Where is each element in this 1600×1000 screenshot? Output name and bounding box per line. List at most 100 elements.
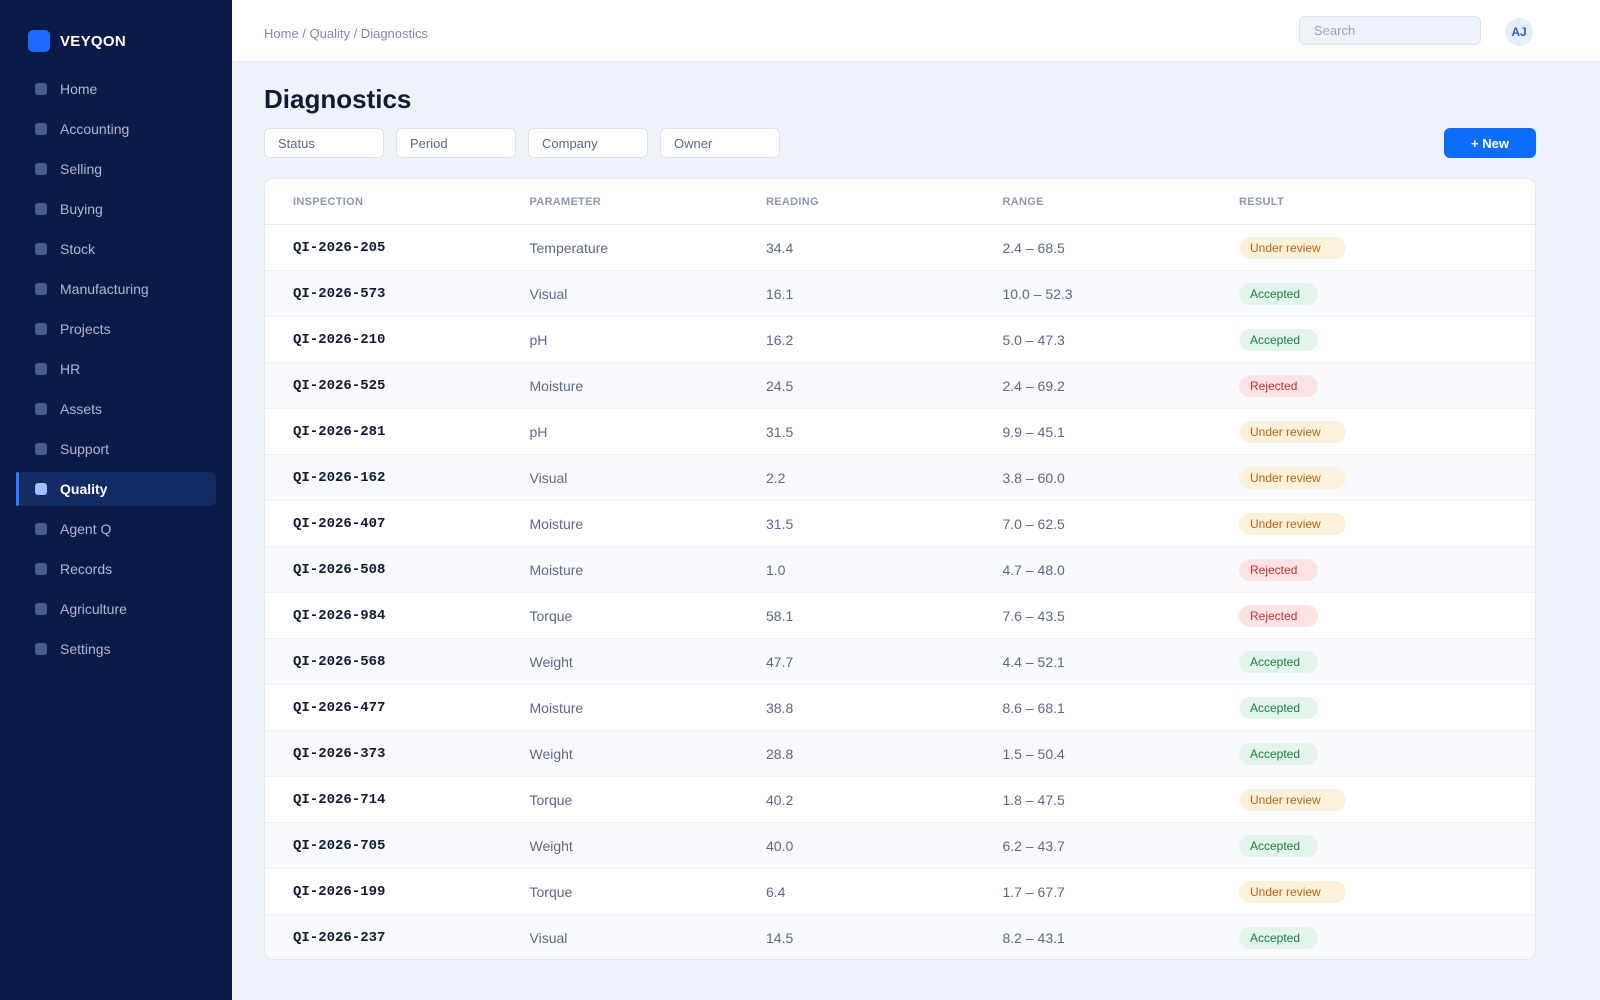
cell-inspection-id[interactable]: QI-2026-281 [293,423,386,440]
status-badge: Under review [1239,512,1346,535]
cell-inspection-id[interactable]: QI-2026-705 [293,837,386,854]
sidebar: VEYQON Home Accounting Selling Buying St… [0,0,232,1000]
sidebar-item-quality[interactable]: Quality [16,472,216,506]
table-row[interactable]: QI-2026-568 Weight 47.7 4.4 – 52.1 Accepted [265,639,1535,685]
sidebar-item-home[interactable]: Home [16,72,216,106]
cell-inspection-id[interactable]: QI-2026-714 [293,791,386,808]
status-badge: Rejected [1239,374,1318,397]
avatar[interactable]: AJ [1505,18,1533,46]
cell-inspection-id[interactable]: QI-2026-525 [293,377,386,394]
sidebar-item-label: Manufacturing [60,281,149,297]
sidebar-nav: Home Accounting Selling Buying Stock Man… [16,72,216,672]
settings-icon [35,643,47,655]
cell-inspection-id[interactable]: QI-2026-573 [293,285,386,302]
table-row[interactable]: QI-2026-199 Torque 6.4 1.7 – 67.7 Under revi… [265,869,1535,915]
cell-inspection-id[interactable]: QI-2026-407 [293,515,386,532]
filter-period[interactable]: Period [396,128,516,158]
column-header-range[interactable]: RANGE [1002,195,1044,208]
cell-reading: 14.5 [766,929,794,946]
sidebar-item-stock[interactable]: Stock [16,232,216,266]
hr-icon [35,363,47,375]
sidebar-item-selling[interactable]: Selling [16,152,216,186]
sidebar-item-accounting[interactable]: Accounting [16,112,216,146]
selling-icon [35,163,47,175]
table-header: INSPECTION PARAMETER READING RANGE RESUL… [265,179,1535,225]
filter-company[interactable]: Company [528,128,648,158]
cell-range: 4.4 – 52.1 [1002,653,1065,670]
status-badge: Rejected [1239,558,1318,581]
new-button[interactable]: + New [1444,128,1536,158]
cell-result: Accepted [1239,328,1476,351]
cell-range: 1.7 – 67.7 [1002,883,1065,900]
cell-range: 2.4 – 69.2 [1002,377,1065,394]
table-row[interactable]: QI-2026-373 Weight 28.8 1.5 – 50.4 Accepted [265,731,1535,777]
cell-inspection-id[interactable]: QI-2026-984 [293,607,386,624]
cell-reading: 24.5 [766,377,794,394]
table-row[interactable]: QI-2026-281 pH 31.5 9.9 – 45.1 Under review [265,409,1535,455]
filter-owner[interactable]: Owner [660,128,780,158]
status-badge: Accepted [1239,696,1318,719]
cell-inspection-id[interactable]: QI-2026-210 [293,331,386,348]
table-row[interactable]: QI-2026-210 pH 16.2 5.0 – 47.3 Accepted [265,317,1535,363]
sidebar-item-records[interactable]: Records [16,552,216,586]
table-row[interactable]: QI-2026-573 Visual 16.1 10.0 – 52.3 Accepted [265,271,1535,317]
cell-inspection-id[interactable]: QI-2026-373 [293,745,386,762]
search-input[interactable] [1299,16,1481,45]
table-row[interactable]: QI-2026-525 Moisture 24.5 2.4 – 69.2 Rejecte… [265,363,1535,409]
brand[interactable]: VEYQON [28,30,126,52]
table-row[interactable]: QI-2026-705 Weight 40.0 6.2 – 43.7 Accepted [265,823,1535,869]
cell-range: 8.6 – 68.1 [1002,699,1065,716]
table-row[interactable]: QI-2026-508 Moisture 1.0 4.7 – 48.0 Rejected [265,547,1535,593]
stock-icon [35,243,47,255]
sidebar-item-hr[interactable]: HR [16,352,216,386]
table-row[interactable]: QI-2026-714 Torque 40.2 1.8 – 47.5 Under rev… [265,777,1535,823]
cell-reading: 47.7 [766,653,794,670]
cell-parameter: pH [529,331,548,348]
table-row[interactable]: QI-2026-984 Torque 58.1 7.6 – 43.5 Rejected [265,593,1535,639]
cell-reading: 31.5 [766,423,794,440]
cell-inspection-id[interactable]: QI-2026-568 [293,653,386,670]
filter-status[interactable]: Status [264,128,384,158]
column-header-parameter[interactable]: PARAMETER [529,195,602,208]
cell-result: Accepted [1239,834,1476,857]
cell-inspection-id[interactable]: QI-2026-477 [293,699,386,716]
sidebar-item-buying[interactable]: Buying [16,192,216,226]
cell-reading: 28.8 [766,745,794,762]
column-header-inspection[interactable]: INSPECTION [293,195,364,208]
sidebar-item-support[interactable]: Support [16,432,216,466]
table-row[interactable]: QI-2026-205 Temperature 34.4 2.4 – 68.5 Unde… [265,225,1535,271]
breadcrumb[interactable]: Home / Quality / Diagnostics [264,26,429,41]
status-badge: Rejected [1239,604,1318,627]
sidebar-item-manufacturing[interactable]: Manufacturing [16,272,216,306]
cell-parameter: Visual [529,285,568,302]
cell-range: 6.2 – 43.7 [1002,837,1065,854]
sidebar-item-label: Assets [60,401,103,417]
cell-result: Under review [1239,512,1476,535]
sidebar-item-label: Agriculture [60,601,127,617]
assets-icon [35,403,47,415]
table-row[interactable]: QI-2026-407 Moisture 31.5 7.0 – 62.5 Under r… [265,501,1535,547]
cell-parameter: Torque [529,607,573,624]
sidebar-item-projects[interactable]: Projects [16,312,216,346]
cell-result: Accepted [1239,282,1476,305]
column-header-result[interactable]: RESULT [1239,195,1284,208]
sidebar-item-agent-q[interactable]: Agent Q [16,512,216,546]
cell-inspection-id[interactable]: QI-2026-162 [293,469,386,486]
sidebar-item-label: Home [60,81,98,97]
table-row[interactable]: QI-2026-477 Moisture 38.8 8.6 – 68.1 Accepte… [265,685,1535,731]
cell-range: 7.0 – 62.5 [1002,515,1065,532]
table-row[interactable]: QI-2026-162 Visual 2.2 3.8 – 60.0 Under revi… [265,455,1535,501]
table-row[interactable]: QI-2026-237 Visual 14.5 8.2 – 43.1 Accepted [265,915,1535,959]
column-header-reading[interactable]: READING [766,195,819,208]
cell-inspection-id[interactable]: QI-2026-237 [293,929,386,946]
cell-inspection-id[interactable]: QI-2026-508 [293,561,386,578]
cell-inspection-id[interactable]: QI-2026-199 [293,883,386,900]
sidebar-item-label: Stock [60,241,96,257]
cell-inspection-id[interactable]: QI-2026-205 [293,239,386,256]
sidebar-item-label: Settings [60,641,111,657]
status-badge: Under review [1239,880,1346,903]
sidebar-item-agriculture[interactable]: Agriculture [16,592,216,626]
sidebar-item-assets[interactable]: Assets [16,392,216,426]
sidebar-item-settings[interactable]: Settings [16,632,216,666]
cell-parameter: Moisture [529,377,584,394]
